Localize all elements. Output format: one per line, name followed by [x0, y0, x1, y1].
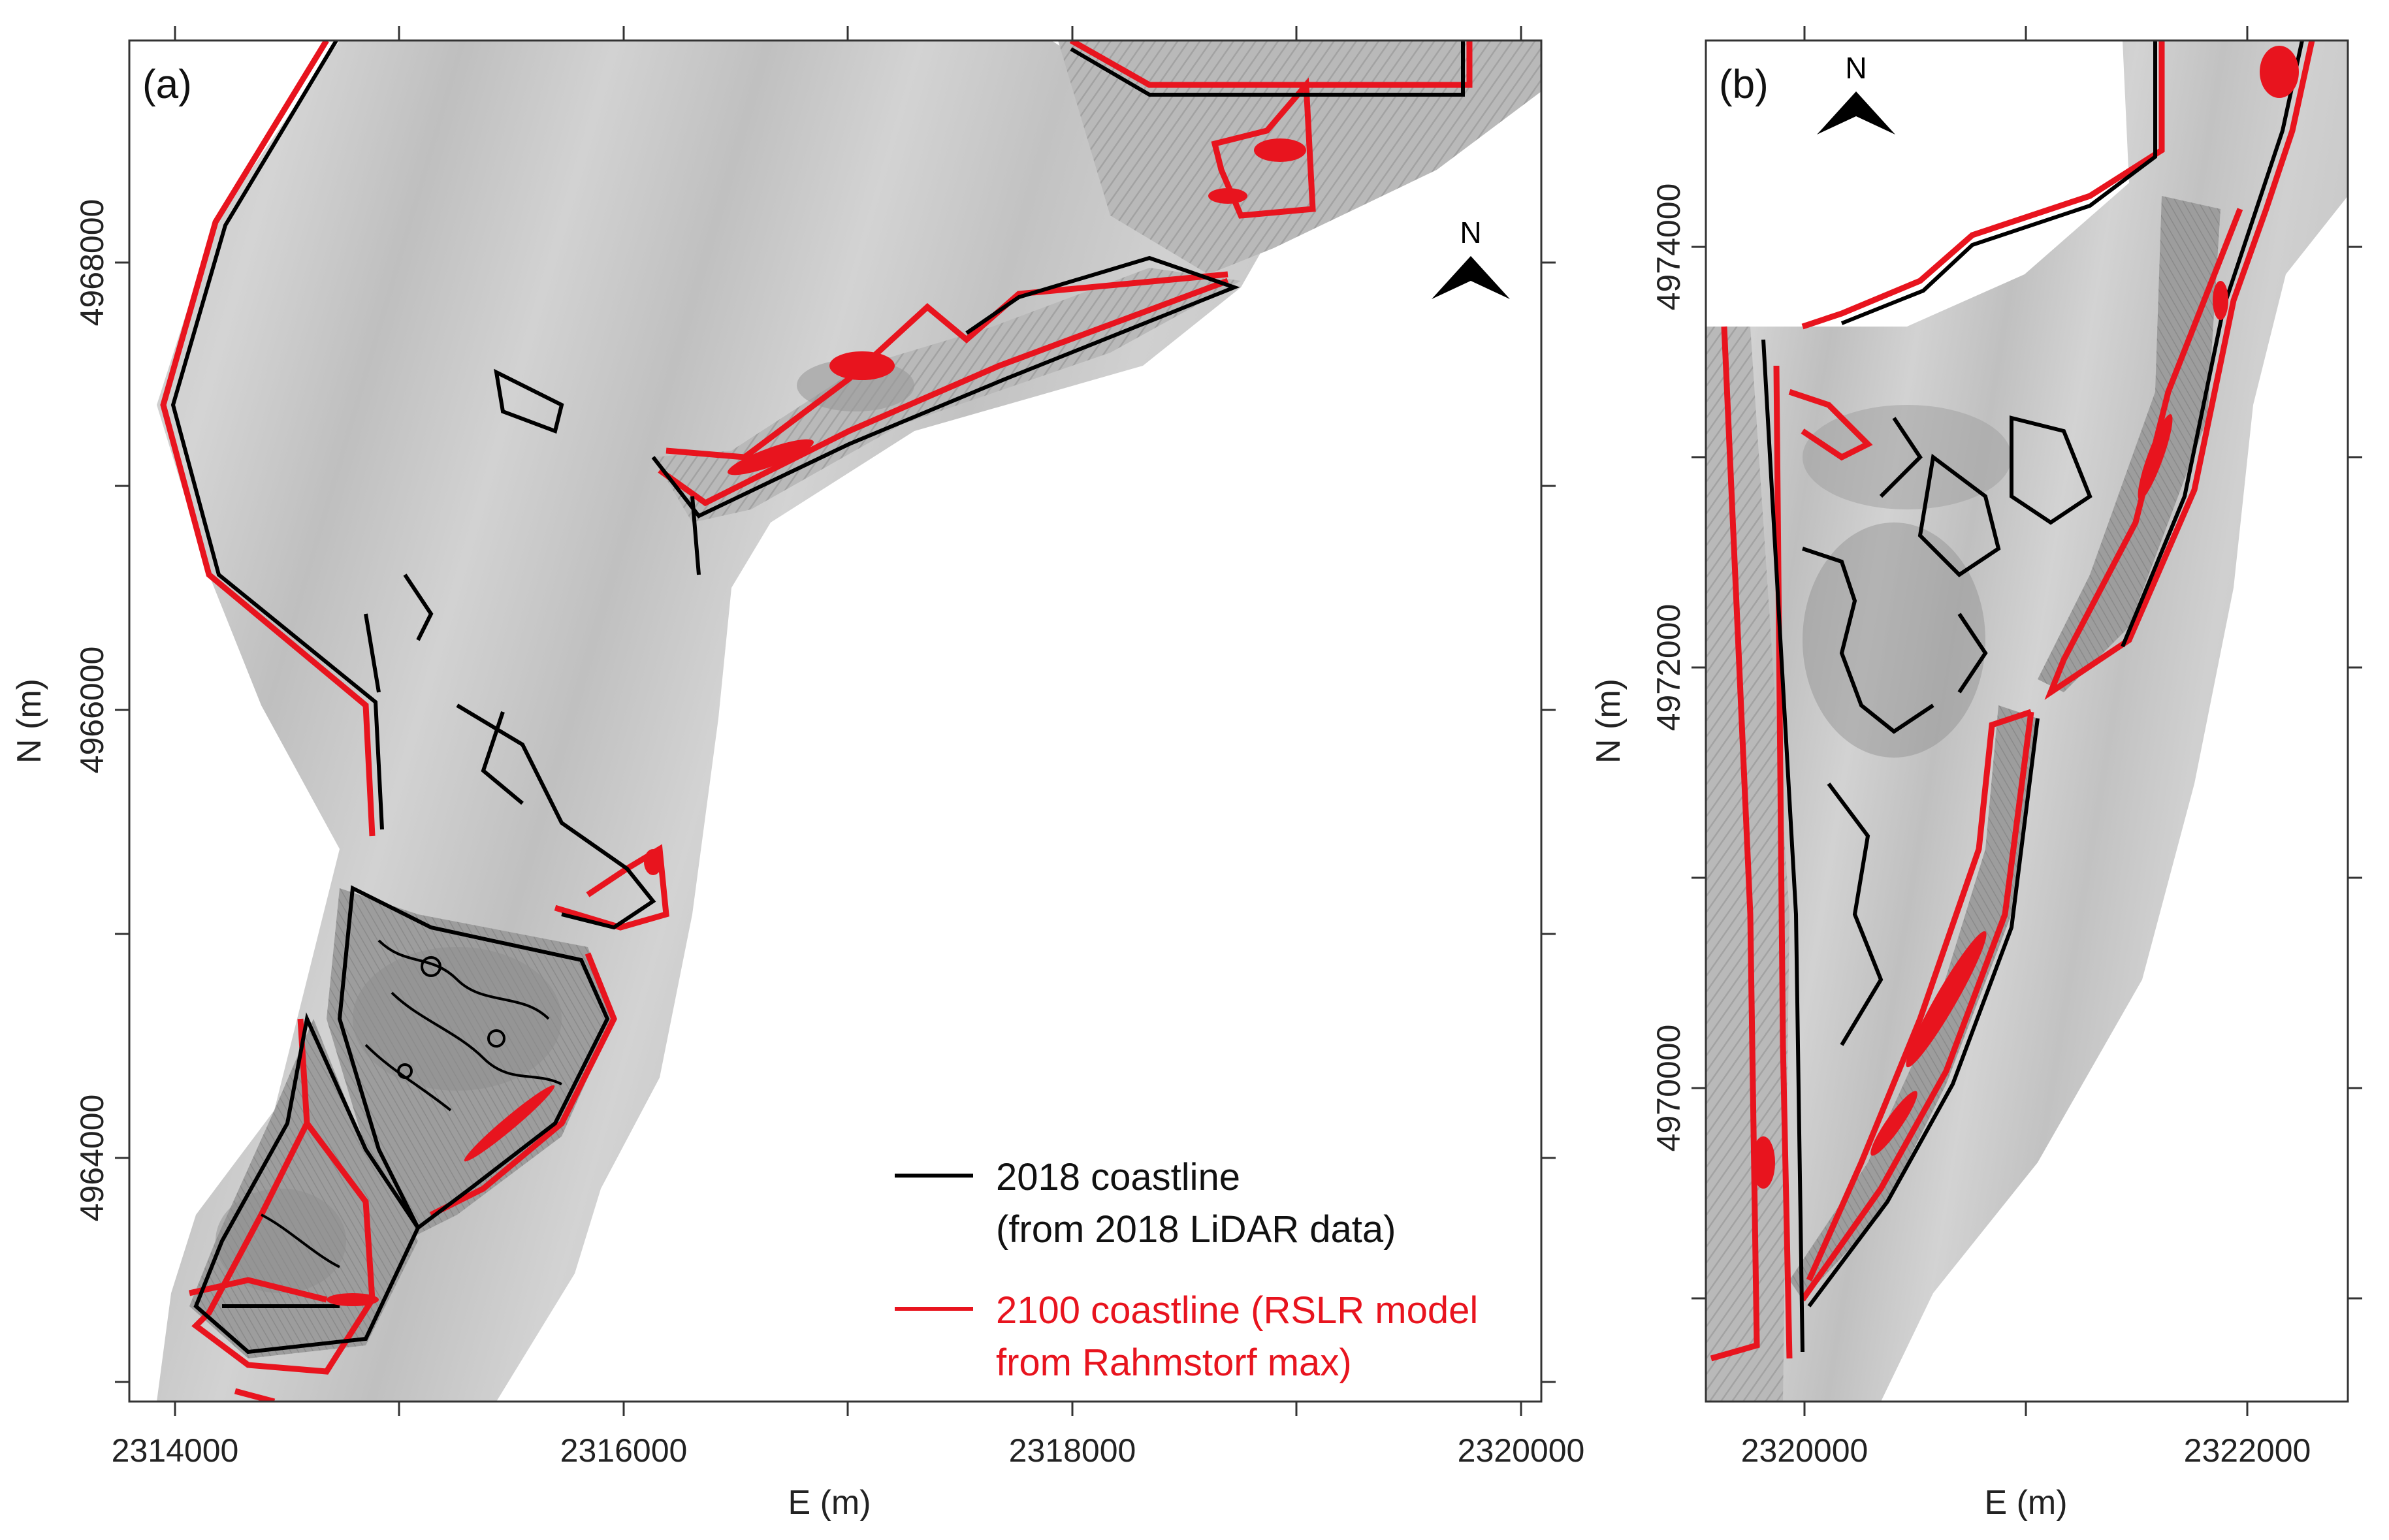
- panel-a-y-ticklabels: 4964000 4966000 4968000: [74, 199, 110, 1222]
- panel-a-north-label: N: [1460, 216, 1481, 249]
- panel-a-y-tick-1: 4966000: [74, 647, 110, 774]
- panel-b-map: [1706, 40, 2348, 1402]
- panel-a-x-label: E (m): [788, 1484, 871, 1522]
- panel-a-ticks: [115, 26, 1556, 1416]
- panel-b-x-label: E (m): [1984, 1484, 2067, 1522]
- panel-b-x-ticklabels: 2320000 2322000: [1741, 1432, 2311, 1469]
- panel-a-north-arrow: N: [1432, 216, 1510, 299]
- panel-a-y-tick-0: 4964000: [74, 1095, 110, 1222]
- panel-a-x-ticklabels: 2314000 2316000 2318000 2320000: [112, 1432, 1585, 1469]
- panel-b-north-island: [2038, 196, 2221, 692]
- legend-label-2018-line2: (from 2018 LiDAR data): [996, 1208, 1396, 1251]
- panel-a: 2314000 2316000 2318000 2320000 4964000 …: [10, 26, 1584, 1522]
- panel-a-label: (a): [142, 62, 192, 107]
- panel-a-x-tick-3: 2320000: [1458, 1432, 1585, 1469]
- panel-a-map: [157, 40, 1541, 1402]
- panel-b-x-tick-0: 2320000: [1741, 1432, 1868, 1469]
- panel-b-y-tick-0: 4970000: [1650, 1025, 1687, 1152]
- panel-b-north-label: N: [1845, 51, 1867, 85]
- legend-label-2018-line1: 2018 coastline: [996, 1156, 1240, 1198]
- panel-a-y-tick-2: 4968000: [74, 199, 110, 327]
- legend: 2018 coastline (from 2018 LiDAR data) 21…: [895, 1156, 1478, 1384]
- panel-b-red-patches: [1752, 46, 2299, 1189]
- panel-b-x-tick-1: 2322000: [2184, 1432, 2311, 1469]
- panel-a-y-label: N (m): [10, 679, 48, 763]
- panel-a-frame: [128, 39, 1543, 1403]
- north-arrow-icon: [1432, 256, 1510, 299]
- legend-label-2100-line1: 2100 coastline (RSLR model: [996, 1289, 1478, 1332]
- north-arrow-icon: [1817, 91, 1895, 135]
- legend-label-2100-line2: from Rahmstorf max): [996, 1341, 1352, 1384]
- panel-b: 2320000 2322000 4970000 4972000 4974000 …: [1590, 26, 2362, 1522]
- panel-a-x-tick-1: 2316000: [560, 1432, 688, 1469]
- panel-a-coastline-2018: [170, 40, 1465, 1355]
- panel-b-ticks: [1692, 26, 2362, 1416]
- panel-b-y-label: N (m): [1590, 679, 1627, 763]
- panel-a-marsh-detail: [261, 939, 562, 1268]
- panel-a-x-tick-0: 2314000: [112, 1432, 239, 1469]
- panel-b-y-ticklabels: 4970000 4972000 4974000: [1650, 184, 1687, 1152]
- panel-b-y-tick-2: 4974000: [1650, 184, 1687, 311]
- panel-a-red-patches: [327, 138, 1306, 1306]
- panel-a-x-tick-2: 2318000: [1009, 1432, 1136, 1469]
- panel-b-label: (b): [1719, 62, 1769, 107]
- panel-b-north-arrow: N: [1817, 51, 1895, 135]
- panel-a-coastline-2100: [160, 40, 1473, 1402]
- panel-b-coastline-2018: [1761, 40, 2304, 1353]
- panel-b-y-tick-1: 4972000: [1650, 604, 1687, 731]
- panel-b-barrier-island: [1789, 705, 2038, 1300]
